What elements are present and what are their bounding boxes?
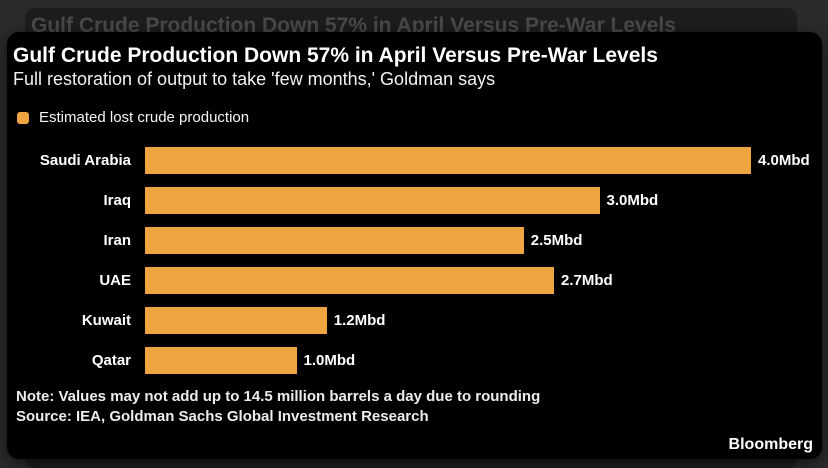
- legend-label: Estimated lost crude production: [39, 109, 250, 126]
- chart-card: Gulf Crude Production Down 57% in April …: [7, 32, 822, 459]
- value-label: 2.5Mbd: [530, 232, 583, 249]
- category-label: Qatar: [91, 352, 131, 369]
- bar-row: UAE 2.7Mbd: [13, 267, 816, 294]
- bar-area: 1.0Mbd: [145, 347, 751, 374]
- bar[interactable]: [145, 267, 555, 294]
- category-label: Iraq: [103, 192, 131, 209]
- value-label: 3.0Mbd: [606, 192, 659, 209]
- bar-area: 2.7Mbd: [145, 267, 751, 294]
- bar-row: Kuwait 1.2Mbd: [13, 307, 816, 334]
- value-label: 1.0Mbd: [303, 352, 356, 369]
- bar-row: Qatar 1.0Mbd: [13, 347, 816, 374]
- category-label: Iran: [103, 232, 131, 249]
- bar[interactable]: [145, 307, 327, 334]
- category-label: UAE: [99, 272, 131, 289]
- footnote: Note: Values may not add up to 14.5 mill…: [16, 388, 541, 405]
- bar-area: 3.0Mbd: [145, 187, 751, 214]
- legend-swatch-icon: [17, 111, 29, 124]
- value-label: 1.2Mbd: [333, 312, 386, 329]
- bar[interactable]: [145, 147, 751, 174]
- value-label: 2.7Mbd: [561, 272, 613, 289]
- bar-row: Iraq 3.0Mbd: [13, 187, 816, 214]
- category-label: Saudi Arabia: [39, 152, 131, 169]
- bar[interactable]: [145, 187, 600, 214]
- chart-title: Gulf Crude Production Down 57% in April …: [13, 44, 658, 67]
- bar-area: 1.2Mbd: [145, 307, 751, 334]
- category-label: Kuwait: [81, 312, 131, 329]
- value-label: 4.0Mbd: [758, 152, 810, 169]
- bloomberg-logo: Bloomberg: [728, 436, 813, 453]
- chart-subtitle: Full restoration of output to take 'few …: [13, 69, 496, 89]
- bar[interactable]: [145, 227, 524, 254]
- bar-row: Iran 2.5Mbd: [13, 227, 816, 254]
- bar[interactable]: [145, 347, 297, 374]
- legend: Estimated lost crude production: [13, 109, 816, 126]
- source-line: Source: IEA, Goldman Sachs Global Invest…: [16, 408, 429, 425]
- bar-area: 2.5Mbd: [145, 227, 751, 254]
- bar-chart: Saudi Arabia 4.0Mbd Iraq 3.0Mbd Iran 2.5…: [13, 147, 816, 374]
- bar-row: Saudi Arabia 4.0Mbd: [13, 147, 816, 174]
- bar-area: 4.0Mbd: [145, 147, 810, 174]
- backdrop-chart-title: Gulf Crude Production Down 57% in April …: [31, 14, 676, 37]
